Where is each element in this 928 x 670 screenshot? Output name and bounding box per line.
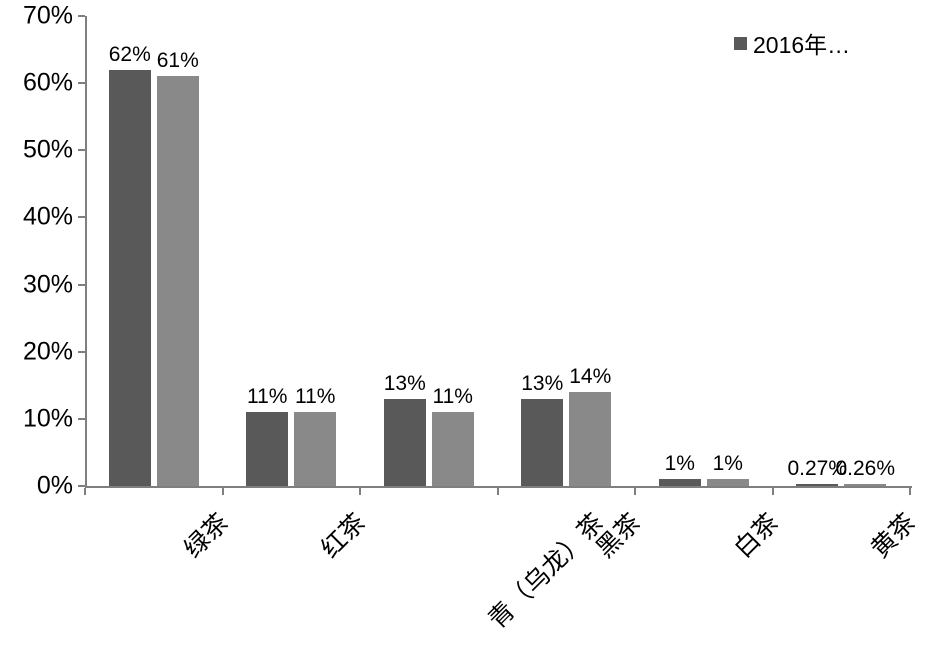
x-tick-label: 绿茶 <box>174 504 235 565</box>
x-tick <box>222 488 224 495</box>
bar-value-label: 13% <box>384 372 426 396</box>
x-tick <box>909 488 911 495</box>
x-tick-label: 白茶 <box>724 504 785 565</box>
y-tick <box>78 82 85 84</box>
y-tick-label: 70% <box>0 2 73 31</box>
bar <box>569 392 611 486</box>
bar-value-label: 62% <box>109 43 151 67</box>
chart-container: 0% 10% 20% 30% 40% 50% 60% 70% 绿茶 红茶 青（乌龙）茶黑茶 白茶 黄茶… <box>0 0 928 670</box>
y-tick-label: 0% <box>0 472 73 501</box>
bar <box>521 399 563 486</box>
bar-value-label: 11% <box>295 385 335 409</box>
x-tick <box>634 488 636 495</box>
y-tick-label: 10% <box>0 404 73 433</box>
legend-label: 2016年… <box>753 26 850 60</box>
y-tick-label: 50% <box>0 136 73 165</box>
y-tick-label: 60% <box>0 69 73 98</box>
bar <box>384 399 426 486</box>
plot-area <box>85 16 912 488</box>
bar <box>796 484 838 486</box>
bar-value-label: 1% <box>665 452 695 476</box>
bar-value-label: 61% <box>157 49 199 73</box>
y-tick <box>78 284 85 286</box>
x-tick <box>359 488 361 495</box>
bar <box>294 412 336 486</box>
y-tick <box>78 15 85 17</box>
y-tick-label: 40% <box>0 203 73 232</box>
legend-swatch <box>734 37 747 50</box>
y-tick <box>78 216 85 218</box>
x-tick-label: 黑茶 <box>587 504 648 565</box>
bar <box>432 412 474 486</box>
bar <box>659 479 701 486</box>
legend: 2016年… <box>734 26 850 60</box>
bar-value-label: 14% <box>569 365 611 389</box>
y-tick <box>78 418 85 420</box>
bar-value-label: 0.26% <box>835 457 895 481</box>
y-tick <box>78 485 85 487</box>
x-tick-label: 黄茶 <box>862 504 923 565</box>
x-tick <box>497 488 499 495</box>
x-tick-label: 青（乌龙）茶 <box>479 504 611 636</box>
bar <box>157 76 199 486</box>
x-tick <box>772 488 774 495</box>
bar-value-label: 11% <box>247 385 287 409</box>
bar <box>707 479 749 486</box>
y-tick <box>78 149 85 151</box>
x-tick-label: 红茶 <box>312 504 373 565</box>
y-tick-label: 20% <box>0 337 73 366</box>
y-tick <box>78 351 85 353</box>
bar <box>109 70 151 486</box>
bar-value-label: 11% <box>433 385 473 409</box>
y-tick-label: 30% <box>0 270 73 299</box>
bar <box>844 484 886 486</box>
bar <box>246 412 288 486</box>
x-tick <box>84 488 86 495</box>
bar-value-label: 13% <box>521 372 563 396</box>
bar-value-label: 1% <box>713 452 743 476</box>
